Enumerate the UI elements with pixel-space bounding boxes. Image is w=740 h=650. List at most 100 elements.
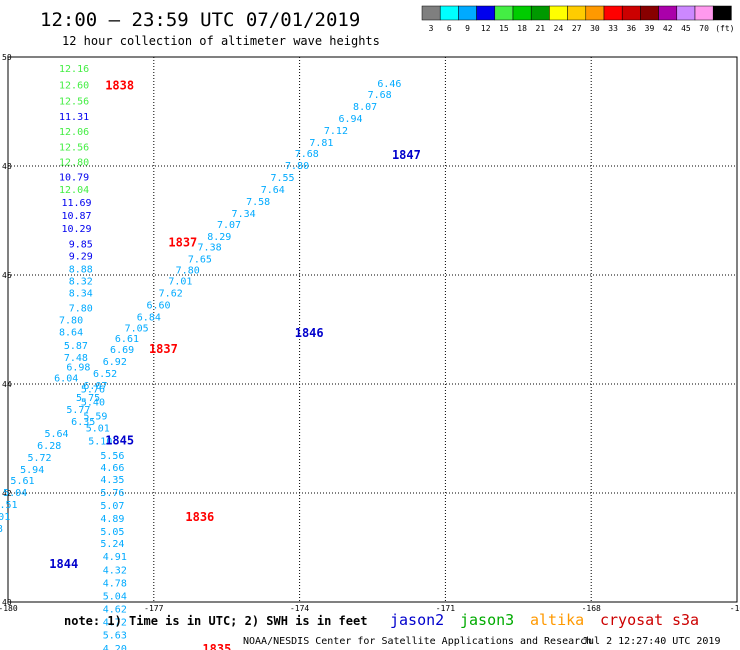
satellite-name: jason2 <box>390 611 444 629</box>
pass-number-label: 1846 <box>295 326 324 340</box>
wave-height-label: 5.48 <box>0 524 3 535</box>
legend-swatch <box>621 5 641 21</box>
wave-height-label: 7.80 <box>69 304 93 315</box>
wave-height-label: 12.16 <box>59 64 89 75</box>
satellite-legend: jason2 jason3 altika cryosat s3a <box>390 611 699 629</box>
legend-swatch <box>549 5 568 21</box>
wave-height-label: 5.40 <box>81 397 105 408</box>
y-tick-label: 48 <box>2 162 12 171</box>
x-tick-label: -177 <box>144 604 163 613</box>
wave-height-label: 5.75 <box>76 393 100 404</box>
wave-height-label: 5.87 <box>64 341 88 352</box>
wave-height-label: 6.28 <box>37 441 61 452</box>
legend-swatch <box>458 5 477 21</box>
legend-label: 27 <box>572 24 582 33</box>
wave-height-label: 7.68 <box>295 149 319 160</box>
wave-height-label: 7.38 <box>198 243 222 254</box>
legend-label: 12 <box>481 24 491 33</box>
wave-height-label: 6.94 <box>338 114 362 125</box>
satellite-name: cryosat <box>600 611 663 629</box>
wave-height-label: 12.56 <box>59 142 89 153</box>
wave-height-label: 12.04 <box>59 185 89 196</box>
pass-number-label: 1835 <box>202 642 231 650</box>
credit-line: NOAA/NESDIS Center for Satellite Applica… <box>243 636 592 647</box>
wave-height-label: 8.88 <box>69 264 93 275</box>
generated-timestamp: Jul 2 12:27:40 UTC 2019 <box>582 636 720 647</box>
legend-label: 45 <box>681 24 691 33</box>
pass-number-label: 1837 <box>149 342 178 356</box>
wave-height-label: 8.29 <box>207 232 231 243</box>
wave-height-label: 6.07 <box>83 381 107 392</box>
wave-height-label: 7.58 <box>246 197 270 208</box>
legend-swatch <box>676 5 696 21</box>
y-tick-label: 40 <box>2 598 12 607</box>
legend-unit: (ft) <box>715 24 734 33</box>
wave-height-label: 8.34 <box>69 288 93 299</box>
legend-label: 3 <box>429 24 434 33</box>
wave-height-label: 5.64 <box>44 429 68 440</box>
satellite-name: s3a <box>672 611 699 629</box>
x-tick-label: -168 <box>582 604 601 613</box>
wave-height-label: 5.59 <box>83 412 107 423</box>
wave-height-label: 7.81 <box>309 138 333 149</box>
wave-height-label: 5.01 <box>86 424 110 435</box>
wave-height-label: 4.91 <box>103 552 127 563</box>
wave-height-label: 7.48 <box>64 353 88 364</box>
wave-height-label: 6.98 <box>66 363 90 374</box>
wave-height-label: 4.62 <box>103 605 127 616</box>
wave-height-label: 12.56 <box>59 97 89 108</box>
legend-label: 15 <box>499 24 509 33</box>
wave-height-label: 5.76 <box>81 384 105 395</box>
wave-height-label: 7.80 <box>285 161 309 172</box>
legend-swatch <box>712 5 732 21</box>
wave-height-label: 4.89 <box>100 514 124 525</box>
legend-swatch <box>585 5 605 21</box>
wave-height-label: 6.52 <box>93 369 117 380</box>
x-tick-label: -174 <box>290 604 309 613</box>
legend-label: 36 <box>626 24 636 33</box>
legend-swatch <box>603 5 623 21</box>
footer-note: note: 1) Time is in UTC; 2) SWH is in fe… <box>64 614 367 628</box>
wave-height-label: 12.80 <box>59 158 89 169</box>
wave-height-label: 12.06 <box>59 127 89 138</box>
wave-height-label: 10.87 <box>61 211 91 222</box>
wave-height-label: 7.80 <box>59 316 83 327</box>
x-tick-label: -16 <box>730 604 740 613</box>
pass-number-label: 1845 <box>105 434 134 448</box>
wave-height-label: 7.34 <box>232 209 256 220</box>
wave-height-label: 6.46 <box>377 79 401 90</box>
wave-height-label: 9.85 <box>69 239 93 250</box>
pass-number-label: 1847 <box>392 148 421 162</box>
wave-height-label: 5.63 <box>103 631 127 642</box>
legend-swatch <box>512 5 532 21</box>
y-tick-label: 42 <box>2 489 12 498</box>
wave-height-label: 5.24 <box>100 539 124 550</box>
x-tick-label: -180 <box>0 604 18 613</box>
wave-height-label: 4.35 <box>100 475 124 486</box>
legend-label: 6 <box>447 24 452 33</box>
legend-swatch <box>640 5 659 21</box>
wave-height-label: 6.69 <box>110 345 134 356</box>
wave-height-label: 9.29 <box>69 251 93 262</box>
wave-height-label: 7.12 <box>324 126 348 137</box>
wave-height-label: 11.69 <box>61 198 91 209</box>
legend-swatch <box>530 5 550 21</box>
wave-height-label: 5.94 <box>20 465 44 476</box>
wave-height-label: 6.92 <box>103 357 127 368</box>
wave-height-label: 5.10 <box>88 437 112 448</box>
wave-height-label: 5.04 <box>103 591 127 602</box>
plot-frame <box>7 56 738 603</box>
wave-height-label: 4.66 <box>100 463 124 474</box>
legend-label: 30 <box>590 24 600 33</box>
satellite-name: altika <box>530 611 584 629</box>
color-legend: 3 6 9 12 15 18 21 24 27 30 33 36 39 42 45 70 (ft) <box>421 5 734 33</box>
legend-swatch <box>658 5 678 21</box>
wave-height-label: 6.60 <box>147 300 171 311</box>
wave-height-label: 5.61 <box>10 476 34 487</box>
legend-swatch <box>439 5 459 21</box>
legend-label: 42 <box>663 24 673 33</box>
y-tick-label: 50 <box>2 53 12 62</box>
wave-height-label: 10.29 <box>61 224 91 235</box>
wave-height-label: 10.79 <box>59 172 89 183</box>
